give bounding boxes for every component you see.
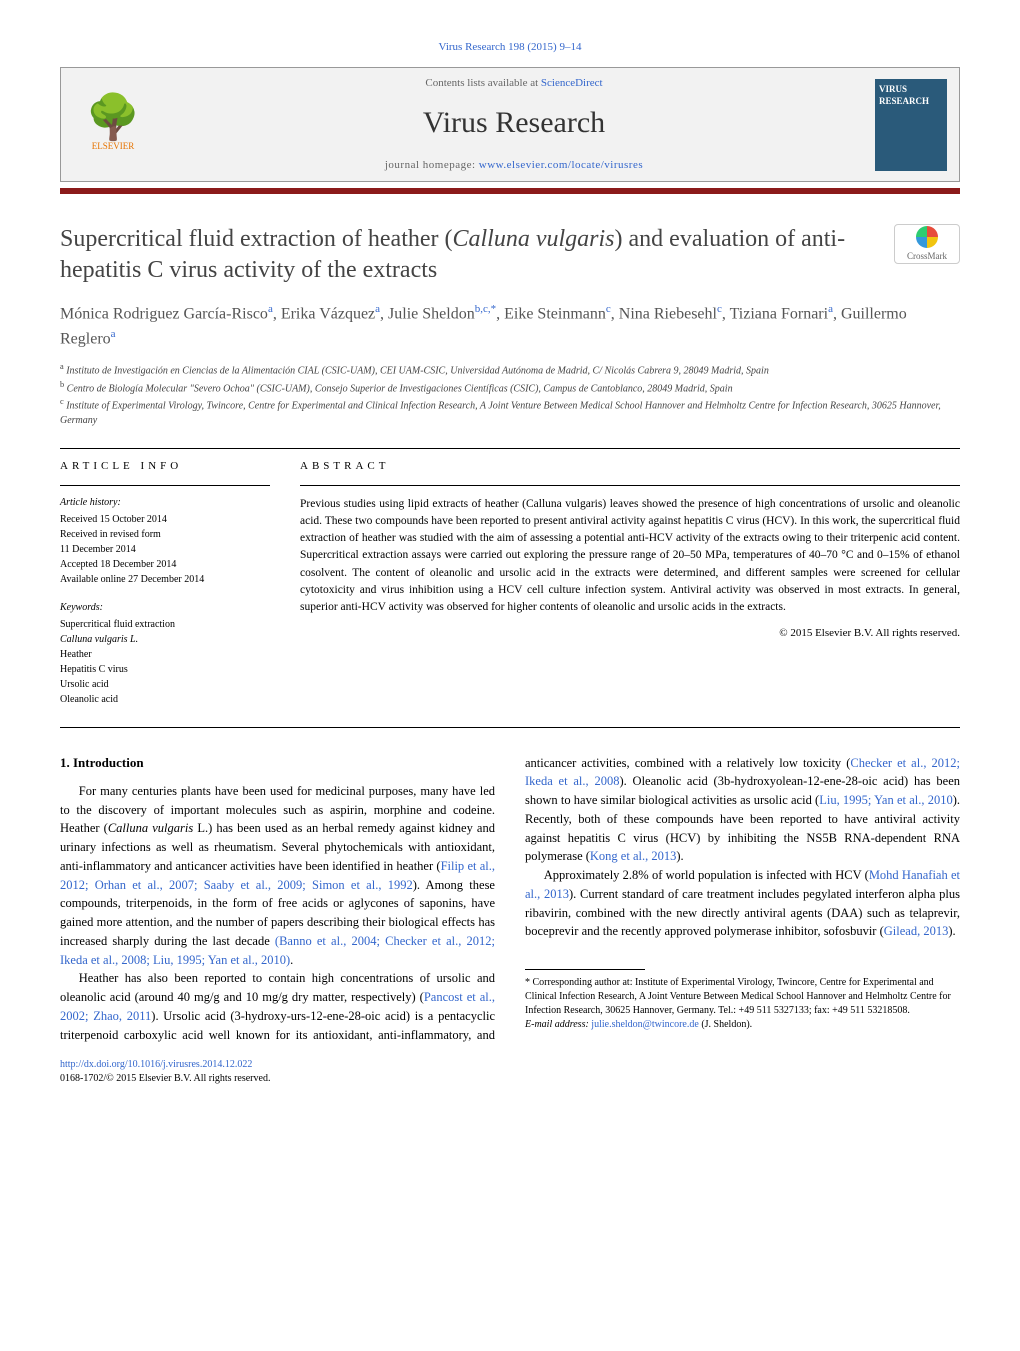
keyword-line: Supercritical fluid extraction [60,617,270,632]
affiliation-line: b Centro de Biología Molecular "Severo O… [60,379,960,396]
journal-cover-thumbnail: VIRUS RESEARCH [875,79,947,171]
history-line: Received in revised form [60,527,270,542]
journal-header: 🌳 ELSEVIER Contents lists available at S… [60,67,960,182]
keywords-heading: Keywords: [60,601,270,615]
elsevier-tree-icon: 🌳 [86,96,141,140]
email-tail: (J. Sheldon). [699,1019,752,1030]
contents-available-line: Contents lists available at ScienceDirec… [153,76,875,91]
divider-bottom [60,727,960,728]
crossmark-icon [916,226,938,248]
history-line: Accepted 18 December 2014 [60,557,270,572]
article-title: Supercritical fluid extraction of heathe… [60,224,874,286]
p2-end: ). [676,849,683,863]
title-row: Supercritical fluid extraction of heathe… [60,224,960,286]
corresponding-author: * Corresponding author at: Institute of … [525,976,960,1018]
sciencedirect-link[interactable]: ScienceDirect [541,77,603,89]
footnotes: * Corresponding author at: Institute of … [525,976,960,1032]
abstract-column: ABSTRACT Previous studies using lipid ex… [300,459,960,706]
keyword-line: Oleanolic acid [60,692,270,707]
abstract-copyright: © 2015 Elsevier B.V. All rights reserved… [300,626,960,641]
section-heading-intro: 1. Introduction [60,754,495,772]
intro-para-1: For many centuries plants have been used… [60,782,495,970]
p3-pre: Approximately 2.8% of world population i… [544,868,869,882]
accent-bar [60,188,960,194]
abstract-text: Previous studies using lipid extracts of… [300,496,960,617]
history-lines: Received 15 October 2014Received in revi… [60,512,270,587]
keyword-line: Heather [60,647,270,662]
ref-link-gilead[interactable]: Gilead, 2013 [884,924,949,938]
email-link[interactable]: julie.sheldon@twincore.de [591,1019,699,1030]
footnote-rule [525,969,645,970]
journal-reference: Virus Research 198 (2015) 9–14 [60,40,960,55]
email-label: E-mail address: [525,1019,591,1030]
affiliation-line: a Instituto de Investigación en Ciencias… [60,361,960,378]
p1-italic: Calluna vulgaris [108,821,193,835]
publisher-name: ELSEVIER [92,140,135,153]
history-line: Available online 27 December 2014 [60,572,270,587]
body-columns: 1. Introduction For many centuries plant… [60,754,960,1045]
history-heading: Article history: [60,496,270,510]
crossmark-badge[interactable]: CrossMark [894,224,960,264]
abstract-heading: ABSTRACT [300,459,960,474]
affiliation-line: c Institute of Experimental Virology, Tw… [60,396,960,428]
email-line: E-mail address: julie.sheldon@twincore.d… [525,1018,960,1032]
crossmark-label: CrossMark [907,250,947,263]
cover-title: VIRUS RESEARCH [879,83,943,108]
affiliations: a Instituto de Investigación en Ciencias… [60,361,960,428]
title-pre: Supercritical fluid extraction of heathe… [60,226,453,252]
homepage-line: journal homepage: www.elsevier.com/locat… [153,158,875,173]
ref-link-liu[interactable]: Liu, 1995; Yan et al., 2010 [819,793,952,807]
p3-end: ). [948,924,955,938]
ai-divider [60,485,270,486]
keyword-line: Hepatitis C virus [60,662,270,677]
history-line: 11 December 2014 [60,542,270,557]
header-center: Contents lists available at ScienceDirec… [153,76,875,173]
p1-end: . [290,953,293,967]
journal-name: Virus Research [153,102,875,144]
keyword-line: Ursolic acid [60,677,270,692]
article-info-heading: ARTICLE INFO [60,459,270,474]
info-abstract-row: ARTICLE INFO Article history: Received 1… [60,459,960,706]
keyword-lines: Supercritical fluid extractionCalluna vu… [60,617,270,707]
intro-para-3: Approximately 2.8% of world population i… [525,866,960,941]
title-italic: Calluna vulgaris [453,226,615,252]
ab-divider [300,485,960,486]
page-footer: http://dx.doi.org/10.1016/j.virusres.201… [60,1058,960,1086]
doi-link[interactable]: http://dx.doi.org/10.1016/j.virusres.201… [60,1059,252,1070]
homepage-prefix: journal homepage: [385,159,479,171]
elsevier-logo: 🌳 ELSEVIER [73,85,153,165]
divider-top [60,448,960,449]
article-info: ARTICLE INFO Article history: Received 1… [60,459,270,706]
history-line: Received 15 October 2014 [60,512,270,527]
ref-link-kong[interactable]: Kong et al., 2013 [590,849,676,863]
contents-prefix: Contents lists available at [425,77,540,89]
homepage-link[interactable]: www.elsevier.com/locate/virusres [479,159,643,171]
authors-list: Mónica Rodriguez García-Riscoa, Erika Vá… [60,301,960,352]
keyword-line: Calluna vulgaris L. [60,632,270,647]
issn-line: 0168-1702/© 2015 Elsevier B.V. All right… [60,1073,270,1084]
